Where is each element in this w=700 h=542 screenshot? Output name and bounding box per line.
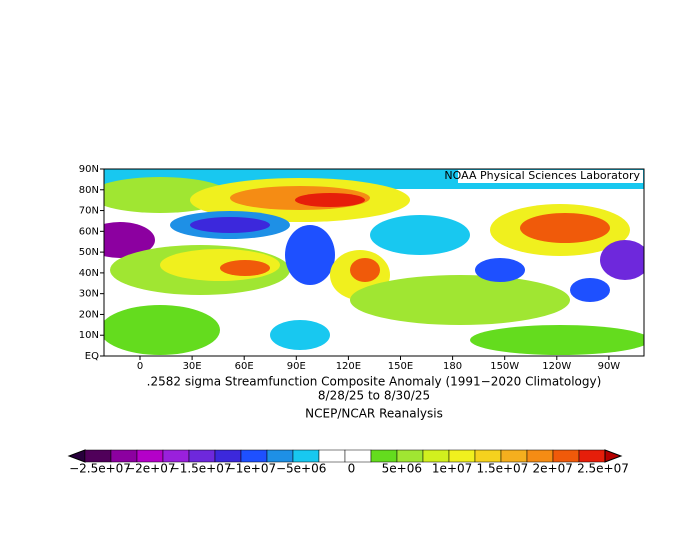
- colorbar-bin: [136, 449, 164, 463]
- colorbar-label: 0: [348, 462, 356, 476]
- lon-label: 180: [443, 361, 462, 372]
- colorbar-bin: [84, 449, 112, 463]
- anomaly-map: [104, 169, 644, 356]
- lat-label: EQ: [85, 351, 99, 362]
- colorbar-high: [604, 449, 623, 463]
- caption-title: .2582 sigma Streamfunction Composite Ano…: [147, 375, 602, 389]
- lon-label: 0: [137, 361, 143, 372]
- lat-label: 60N: [79, 226, 99, 237]
- caption-source: NCEP/NCAR Reanalysis: [305, 407, 443, 421]
- lat-label: 30N: [79, 289, 99, 300]
- colorbar-bin: [552, 449, 580, 463]
- lat-label: 70N: [79, 206, 99, 217]
- colorbar-low: [67, 449, 86, 463]
- lon-label: 150E: [388, 361, 413, 372]
- colorbar-bin: [500, 449, 528, 463]
- colorbar-bin: [448, 449, 476, 463]
- colorbar-bin: [422, 449, 450, 463]
- colorbar: −2.5e+07−2e+07−1.5e+07−1e+07 −5e+06 0 5e+06…: [67, 449, 629, 476]
- colorbar-label: 1e+07: [432, 462, 472, 476]
- colorbar-label: −1.5e+07: [170, 462, 232, 476]
- colorbar-label: −1e+07: [226, 462, 276, 476]
- colorbar-bin: [578, 449, 606, 463]
- colorbar-label: 2.5e+07: [577, 462, 629, 476]
- map-axes: 90N 80N 70N 60N 50N 40N 30N 20N 10N EQ 0 30E 60E 90E 1…: [79, 164, 621, 372]
- colorbar-bin: [162, 449, 190, 463]
- colorbar-bin: [240, 449, 268, 463]
- lat-label: 80N: [79, 185, 99, 196]
- lon-label: 90W: [598, 361, 621, 372]
- lat-label: 20N: [79, 309, 99, 320]
- colorbar-label: 1.5e+07: [477, 462, 529, 476]
- lon-label: 120W: [542, 361, 571, 372]
- map-frame: [103, 168, 645, 357]
- lon-label: 150W: [490, 361, 519, 372]
- lat-label: 40N: [79, 268, 99, 279]
- lat-label: 50N: [79, 247, 99, 258]
- lon-label: 90E: [287, 361, 306, 372]
- colorbar-bin: [318, 449, 346, 463]
- lon-label: 30E: [183, 361, 202, 372]
- colorbar-label: −2e+07: [125, 462, 175, 476]
- caption-dates: 8/28/25 to 8/30/25: [318, 389, 430, 403]
- colorbar-label: −5e+06: [276, 462, 326, 476]
- colorbar-bin: [396, 449, 424, 463]
- credit-box: [458, 170, 643, 183]
- lon-label: 120E: [336, 361, 361, 372]
- colorbar-bin: [292, 449, 320, 463]
- colorbar-bin: [266, 449, 294, 463]
- colorbar-bin: [110, 449, 138, 463]
- lon-label: 60E: [235, 361, 254, 372]
- colorbar-bin: [526, 449, 554, 463]
- colorbar-bin: [344, 449, 372, 463]
- lat-label: 90N: [79, 164, 99, 175]
- colorbar-bin: [214, 449, 242, 463]
- colorbar-bin: [370, 449, 398, 463]
- colorbar-label: 5e+06: [382, 462, 422, 476]
- colorbar-bin: [474, 449, 502, 463]
- credit: NOAA Physical Sciences Laboratory: [444, 169, 640, 182]
- lat-label: 10N: [79, 330, 99, 341]
- colorbar-bin: [188, 449, 216, 463]
- colorbar-label: 2e+07: [533, 462, 573, 476]
- colorbar-label: −2.5e+07: [69, 462, 131, 476]
